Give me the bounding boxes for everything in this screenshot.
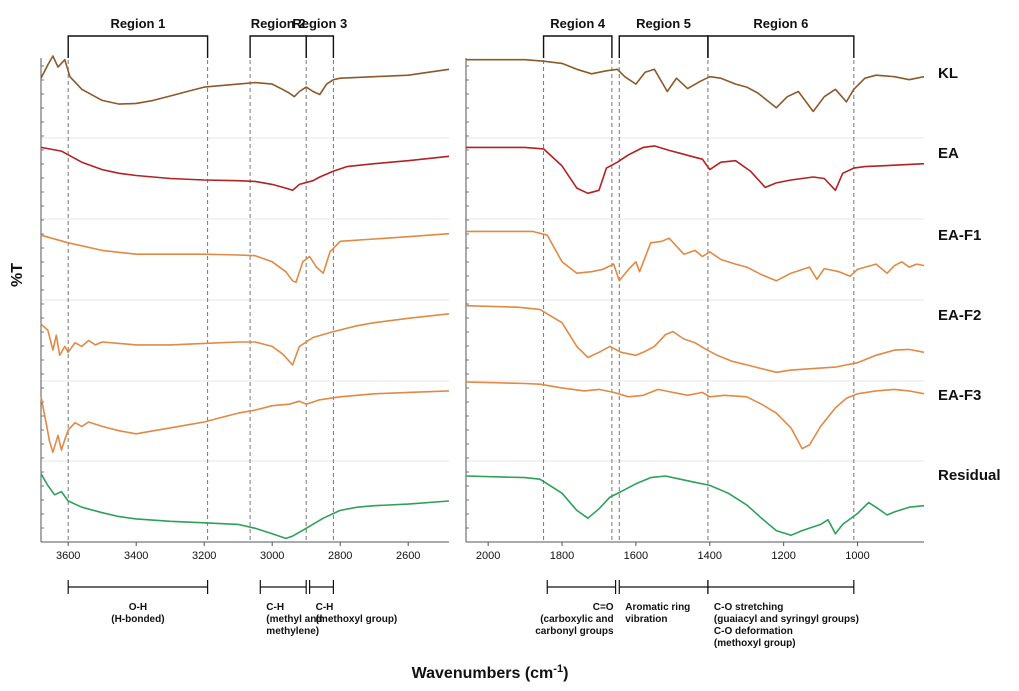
assignment-label: (guaiacyl and syringyl groups) [714,614,859,625]
assignment-label: O-H [129,602,147,613]
y-axis-label: %T [9,263,26,287]
right-x-tick-label: 1000 [845,550,869,562]
assignment-label: methylene) [266,626,319,637]
spectrum-line-residual-right [465,475,925,537]
series-label: EA [938,145,959,162]
spectrum-line-ea-f3-right [465,381,925,450]
left-x-tick-label: 3200 [192,550,216,562]
region-bracket [249,35,307,58]
right-x-tick-label: 1800 [550,550,574,562]
assignment-label: vibration [625,614,667,625]
assignment-label: C-H [316,602,334,613]
region-bracket [618,35,709,58]
series-label: KL [938,65,958,82]
region-label: Region 5 [636,16,691,31]
left-x-tick-label: 2600 [396,550,420,562]
spectrum-line-ea-left [40,146,450,192]
assignment-label: (carboxylic and [540,614,613,625]
assignment-label: (methyl and [266,614,322,625]
x-axis-label-main: Wavenumbers (cm [412,665,554,682]
assignment-label: C-O stretching [714,602,783,613]
spectrum-line-ea-right [466,145,925,195]
series-label: EA-F1 [938,227,981,244]
x-axis-label-close: ) [563,665,568,682]
assignment-label: carbonyl groups [535,626,614,637]
spectrum-line-residual-left [40,473,450,540]
assignment-label: C-O deformation [714,626,793,637]
right-x-tick-label: 1400 [698,550,722,562]
region-label: Region 3 [292,16,347,31]
region-label: Region 4 [550,16,606,31]
left-x-tick-label: 3000 [260,550,284,562]
spectrum-line-kl-right [466,58,925,113]
region-bracket [305,35,335,58]
left-x-tick-label: 3600 [56,550,80,562]
region-label: Region 1 [110,16,165,31]
series-label: EA-F3 [938,387,981,404]
region-bracket [67,35,209,58]
region-bracket [707,35,855,58]
assignment-label: C=O [593,602,614,613]
spectrum-line-ea-f2-right [465,304,925,374]
right-x-tick-label: 1200 [771,550,795,562]
spectrum-line-ea-f3-left [40,390,450,454]
region-label: Region 2 [251,16,306,31]
assignment-label: C-H [266,602,284,613]
spectrum-line-ea-f1-left [40,232,450,284]
spectrum-line-kl-left [40,55,450,105]
x-axis-label: Wavenumbers (cm-1) [412,663,569,682]
left-x-tick-label: 2800 [328,550,352,562]
left-x-tick-label: 3400 [124,550,148,562]
right-x-tick-label: 1600 [624,550,648,562]
region-label: Region 6 [753,16,808,31]
assignment-label: (methoxyl group) [714,638,796,649]
region-bracket [542,35,613,58]
assignment-label: (methoxyl group) [316,614,398,625]
right-x-tick-label: 2000 [476,550,500,562]
spectrum-line-ea-f1-right [466,230,925,282]
assignment-label: (H-bonded) [111,614,164,625]
x-axis-label-sup: -1 [553,663,563,675]
series-label: Residual [938,467,1001,484]
series-label: EA-F2 [938,307,981,324]
spectrum-line-ea-f2-left [40,313,450,366]
assignment-label: Aromatic ring [625,602,690,613]
